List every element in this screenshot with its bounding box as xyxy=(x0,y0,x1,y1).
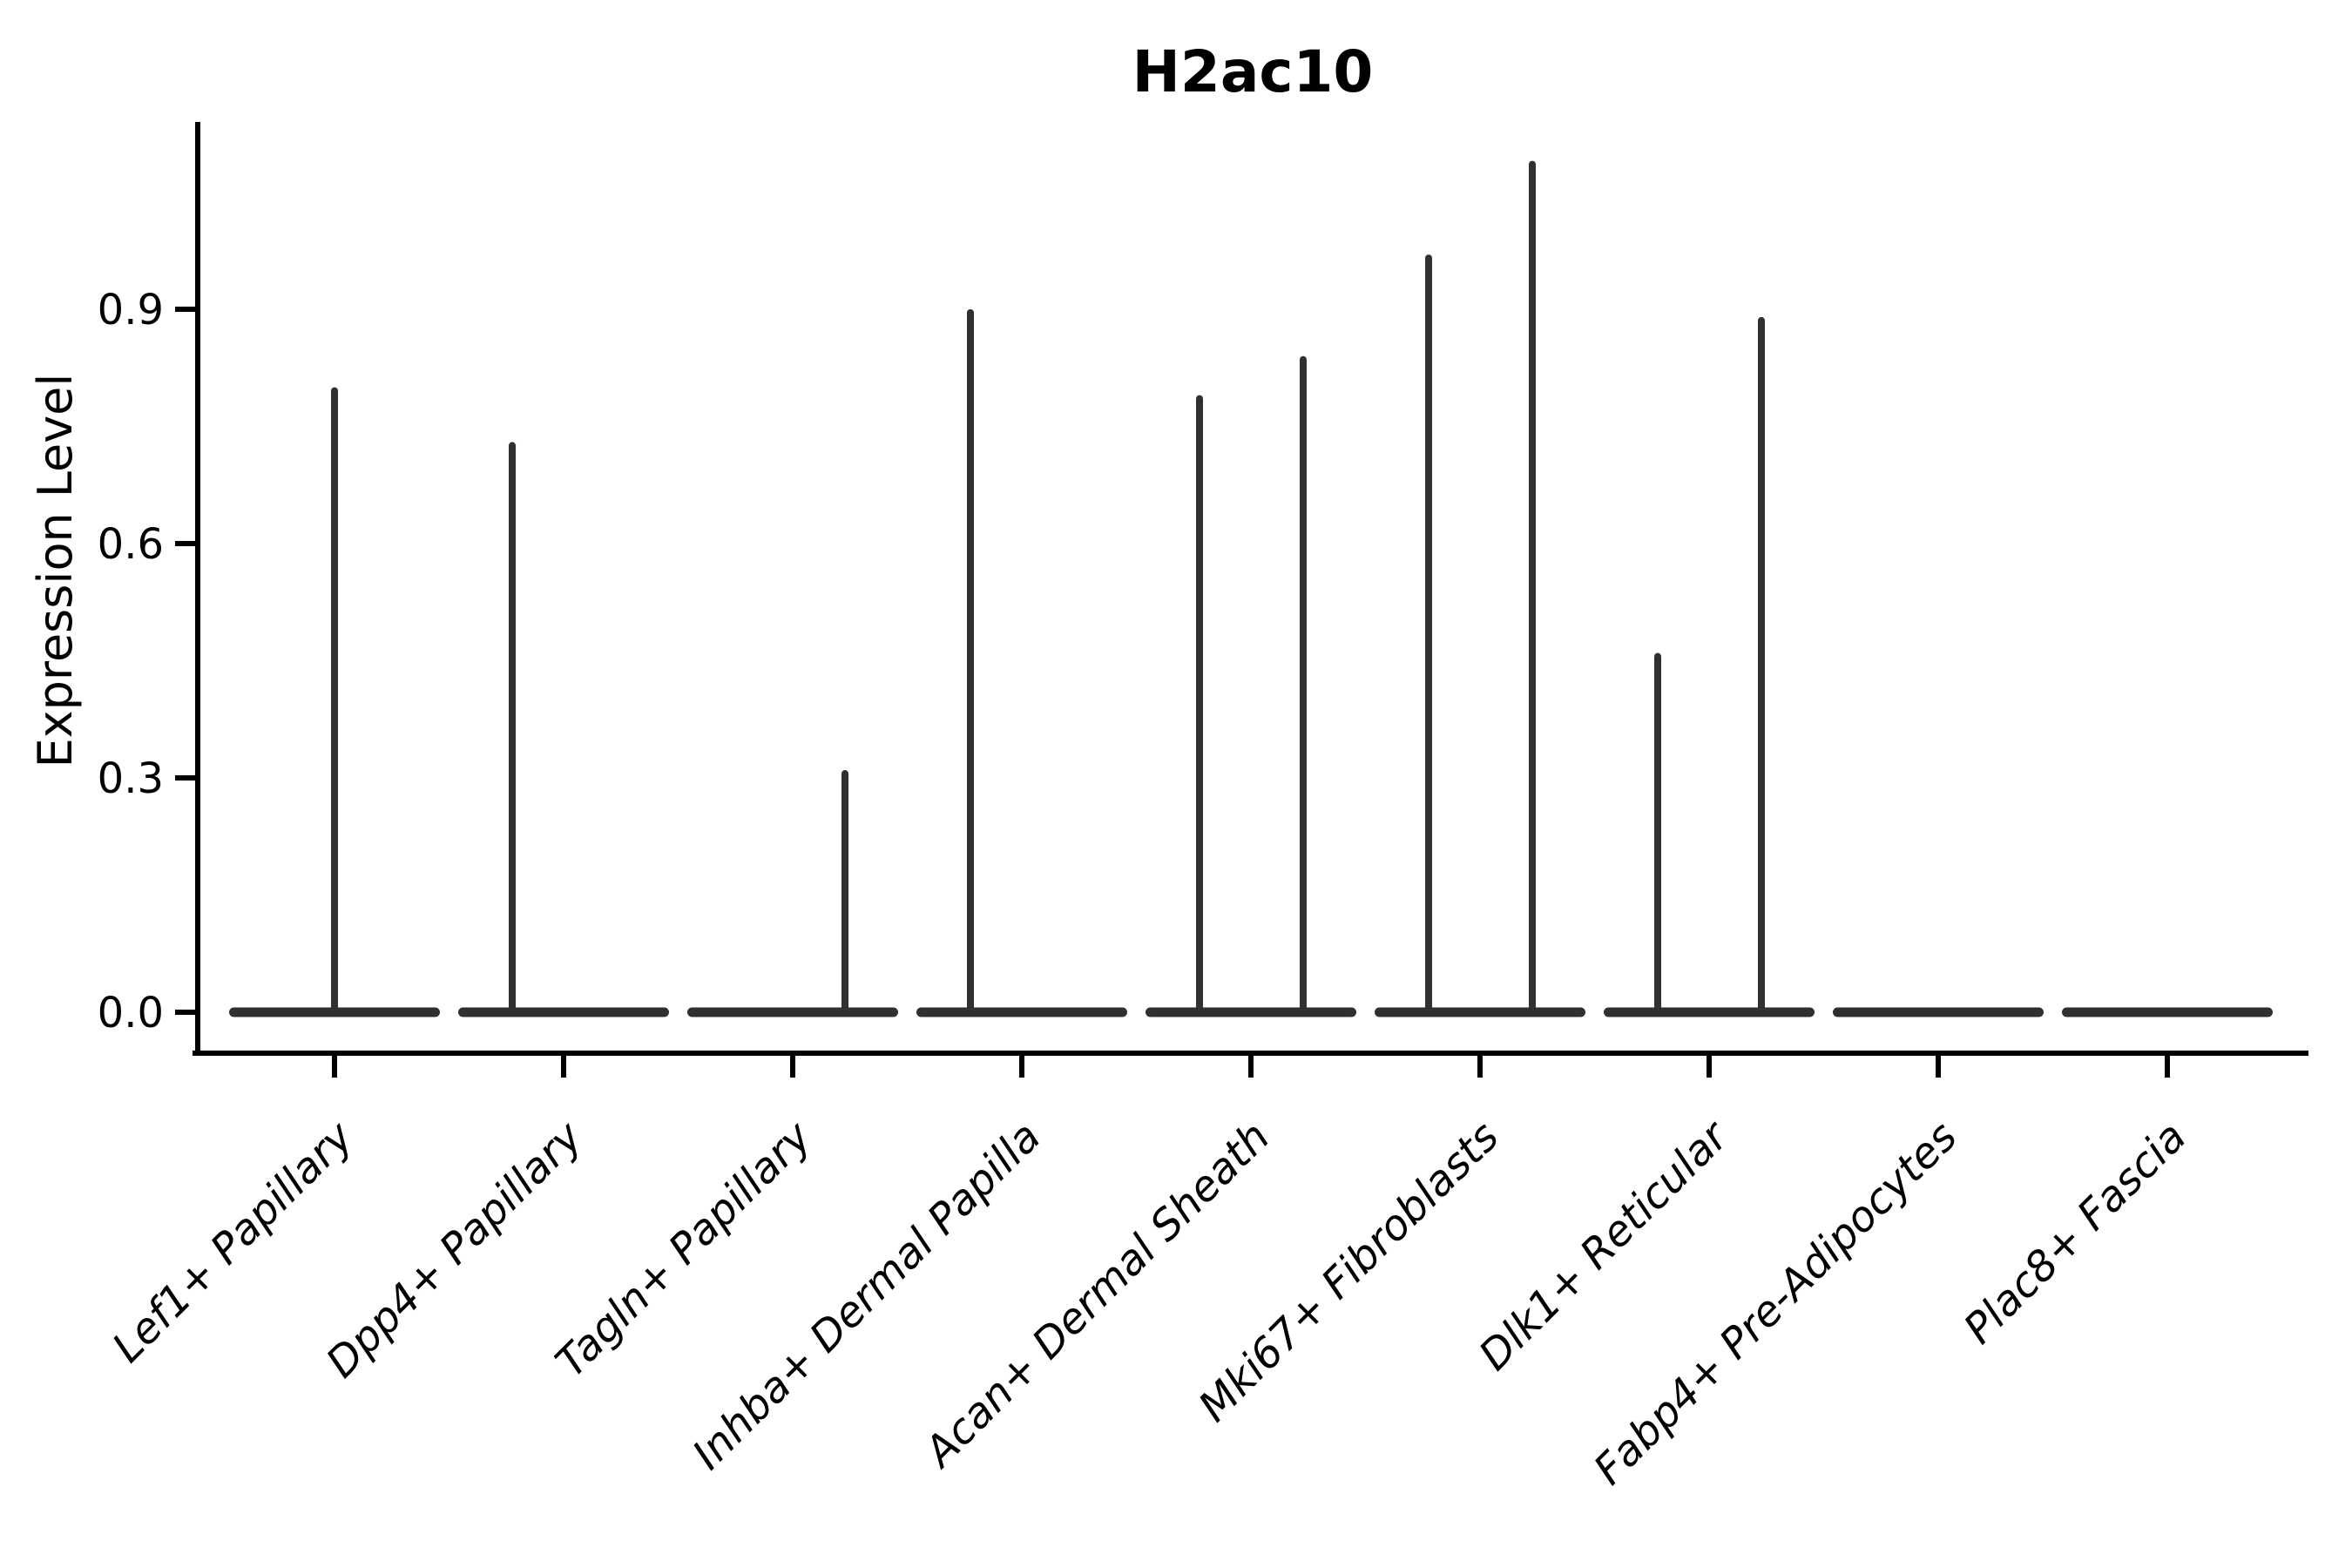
violin-base xyxy=(687,1007,898,1017)
x-tick-label: Dlk1+ Reticular xyxy=(1470,1111,1740,1381)
violin-base xyxy=(916,1007,1127,1017)
y-tick-label: 0.3 xyxy=(98,754,164,803)
y-axis-ticks-group: 0.0 0.3 0.6 0.9 xyxy=(98,286,198,1037)
x-tick-label: Dpp4+ Papillary xyxy=(317,1112,592,1387)
y-tick-label: 0.0 xyxy=(98,989,164,1037)
y-tick-label: 0.6 xyxy=(98,520,164,569)
y-axis-label: Expression Level xyxy=(28,374,83,768)
violin-base xyxy=(1833,1007,2044,1017)
violins-group xyxy=(229,160,2273,1017)
violin-base xyxy=(1375,1007,1585,1017)
x-tick-label: Fabp4+ Pre-Adipocytes xyxy=(1585,1112,1967,1495)
violin-base xyxy=(2062,1007,2273,1017)
x-tick-label: Plac8+ Fascia xyxy=(1955,1112,2196,1354)
violin-base xyxy=(1604,1007,1815,1017)
x-tick-label: Tagln+ Papillary xyxy=(546,1112,821,1387)
x-tick-label: Lef1+ Papillary xyxy=(103,1112,363,1372)
y-tick-label: 0.9 xyxy=(98,286,164,335)
violin-base xyxy=(1146,1007,1356,1017)
chart-title: H2ac10 xyxy=(1132,38,1374,105)
violin-base xyxy=(458,1007,669,1017)
